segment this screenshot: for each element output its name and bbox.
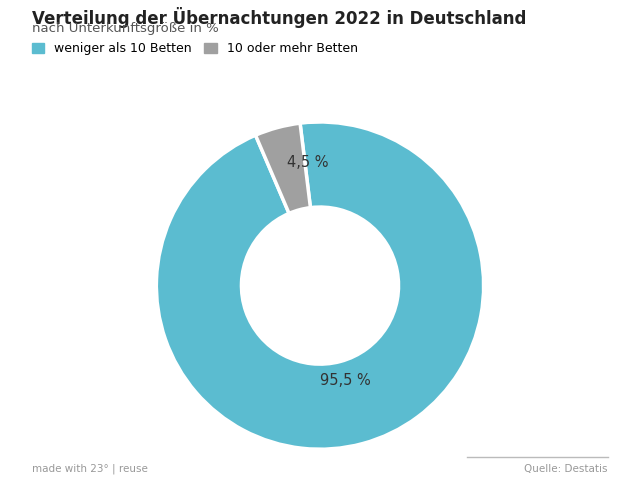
Text: made with 23° | reuse: made with 23° | reuse	[32, 464, 148, 474]
Text: Quelle: Destatis: Quelle: Destatis	[525, 464, 608, 474]
Wedge shape	[156, 122, 484, 449]
Text: nach Unterkunftsgröße in %: nach Unterkunftsgröße in %	[32, 22, 219, 35]
Text: 4,5 %: 4,5 %	[287, 155, 328, 170]
Text: Verteilung der Übernachtungen 2022 in Deutschland: Verteilung der Übernachtungen 2022 in De…	[32, 7, 526, 28]
Wedge shape	[255, 123, 310, 214]
Text: 95,5 %: 95,5 %	[320, 373, 371, 388]
Legend: weniger als 10 Betten, 10 oder mehr Betten: weniger als 10 Betten, 10 oder mehr Bett…	[32, 42, 358, 55]
